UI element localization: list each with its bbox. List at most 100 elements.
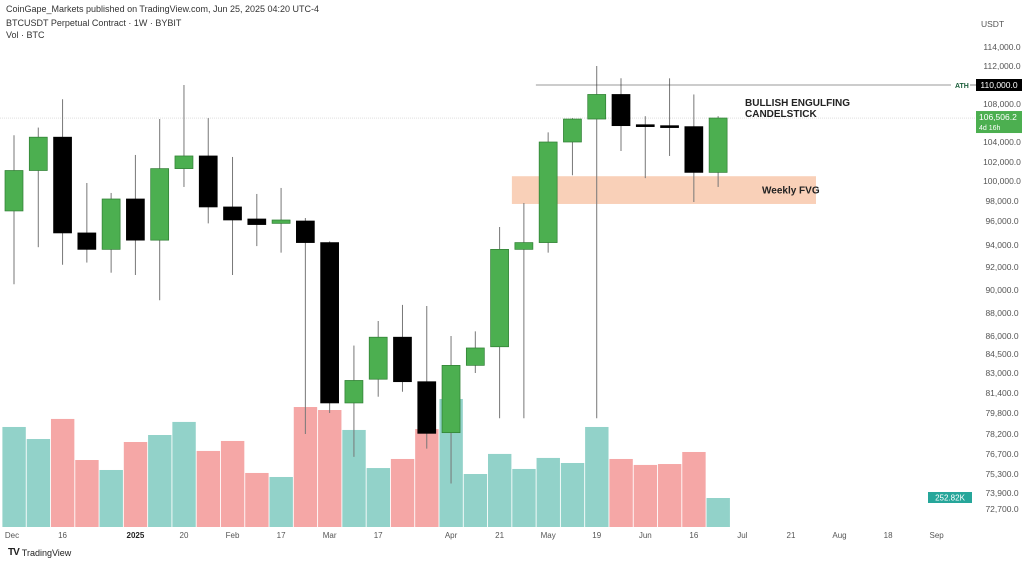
volume-bar: [609, 458, 633, 527]
volume-bar: [75, 460, 99, 527]
x-tick-label: 21: [787, 531, 796, 540]
ath-price-badge: [976, 79, 1022, 91]
candle: [465, 331, 485, 373]
bar-countdown-text: 4d 16h: [979, 125, 1001, 132]
candle: [271, 187, 291, 253]
candle-body-up: [563, 118, 582, 143]
candle-body-down: [320, 242, 339, 404]
volume-bar: [463, 474, 488, 527]
candle-body-down: [635, 124, 655, 127]
y-tick-label: 96,000.0: [985, 216, 1018, 226]
candle-body-up: [4, 170, 24, 212]
x-tick-label: Jul: [737, 531, 747, 540]
y-tick-label: 75,300.0: [985, 469, 1018, 479]
volume-badge: [928, 492, 972, 503]
volume-bar: [585, 426, 609, 527]
candle-body-up: [514, 242, 534, 250]
candle-body-down: [53, 136, 72, 234]
candle-body-up: [28, 136, 48, 171]
candle-body-up: [538, 141, 558, 243]
annotation-line2: CANDELSTICK: [745, 109, 817, 120]
publish-info: CoinGape_Markets published on TradingVie…: [6, 4, 320, 14]
y-tick-label: 100,000.0: [983, 176, 1021, 186]
volume-bar: [123, 442, 148, 527]
candle: [28, 127, 48, 248]
volume-bar: [682, 451, 706, 527]
volume-bar: [293, 407, 318, 527]
candle-body-up: [150, 168, 170, 241]
y-tick-label: 94,000.0: [985, 240, 1018, 250]
annotation-line1: BULLISH ENGULFING: [745, 98, 850, 109]
x-tick-label: 18: [884, 531, 893, 540]
candle-body-up: [368, 336, 388, 380]
tradingview-logo[interactable]: TV TradingView: [8, 547, 71, 558]
candle-body-up: [441, 365, 461, 434]
volume-badge-text: 252.82K: [935, 494, 965, 503]
tv-logo-icon: TV: [8, 547, 20, 558]
volume-bar: [99, 469, 123, 527]
candle: [101, 192, 121, 273]
ath-price-text: 110,000.0: [980, 80, 1017, 90]
candle: [320, 241, 339, 413]
candle: [4, 135, 24, 285]
candle-body-down: [198, 155, 218, 208]
candle: [441, 336, 461, 484]
candle: [53, 99, 72, 265]
candle-body-up: [587, 94, 607, 120]
volume-legend[interactable]: Vol · BTC: [6, 30, 45, 40]
candle-body-down: [296, 220, 315, 243]
volume-bar: [196, 450, 221, 527]
x-tick-label: Feb: [226, 531, 240, 540]
symbol-legend[interactable]: BTCUSDT Perpetual Contract · 1W · BYBIT: [6, 18, 182, 28]
candle: [563, 118, 582, 176]
y-tick-label: 78,200.0: [985, 429, 1018, 439]
y-tick-label: 104,000.0: [983, 137, 1021, 147]
candle: [344, 345, 364, 457]
candle-body-down: [126, 198, 145, 241]
candle: [587, 66, 607, 419]
y-tick-label: 98,000.0: [985, 196, 1018, 206]
y-tick-label: 76,700.0: [985, 449, 1018, 459]
x-tick-label: 20: [180, 531, 189, 540]
candle: [417, 306, 437, 449]
y-tick-label: 90,000.0: [985, 285, 1018, 295]
y-tick-label: 73,900.0: [985, 488, 1018, 498]
candle-body-up: [490, 249, 509, 348]
candle: [490, 226, 509, 419]
x-tick-label: 17: [277, 531, 286, 540]
candle: [611, 78, 631, 151]
volume-bar: [342, 429, 366, 527]
y-tick-label: 81,400.0: [985, 388, 1018, 398]
candle: [247, 193, 267, 247]
y-tick-label: 114,000.0: [983, 42, 1020, 52]
y-tick-label: 92,000.0: [985, 262, 1018, 272]
volume-bar: [560, 462, 585, 527]
candle-body-down: [393, 336, 412, 383]
y-tick-label: 88,000.0: [985, 308, 1018, 318]
x-tick-label: 16: [58, 531, 67, 540]
y-tick-label: 84,500.0: [985, 349, 1018, 359]
candle-body-down: [684, 126, 704, 173]
candle-body-down: [417, 381, 437, 434]
fvg-zone: [511, 176, 816, 204]
bullish-engulfing-annotation: BULLISH ENGULFING CANDELSTICK: [745, 98, 850, 120]
x-tick-label: Aug: [832, 531, 846, 540]
currency-label: USDT: [981, 19, 1004, 29]
y-tick-label: 108,000.0: [983, 99, 1021, 109]
x-tick-label: 2025: [127, 531, 145, 540]
candle-body-down: [247, 218, 267, 225]
candle: [393, 304, 412, 392]
volume-bar: [536, 457, 560, 527]
candle: [660, 78, 679, 156]
y-tick-label: 112,000.0: [983, 61, 1020, 71]
candle-body-up: [271, 219, 291, 224]
candle-body-down: [611, 94, 631, 127]
candle-body-up: [174, 155, 194, 169]
ath-label: ATH: [955, 83, 969, 90]
candle-body-down: [660, 125, 679, 128]
candle: [223, 156, 242, 275]
candle: [174, 85, 194, 187]
volume-bar: [706, 498, 730, 527]
candle: [684, 94, 704, 202]
